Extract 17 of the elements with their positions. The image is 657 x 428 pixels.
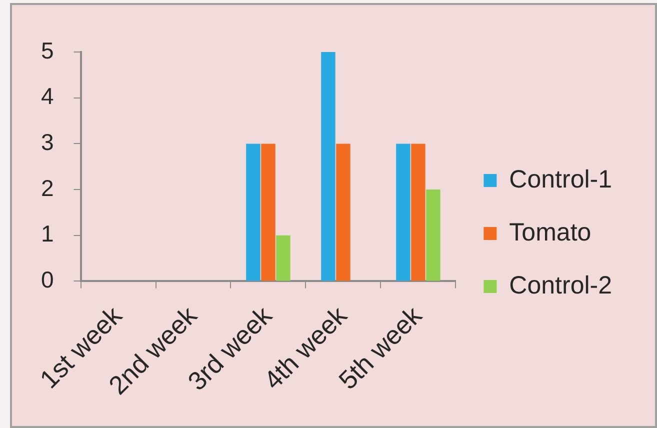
bar xyxy=(321,52,336,281)
bar xyxy=(276,235,290,281)
bar xyxy=(396,144,410,281)
bar xyxy=(426,190,440,281)
legend-label: Control-1 xyxy=(509,165,612,194)
y-tick-label: 2 xyxy=(40,174,54,201)
y-tick-label: 0 xyxy=(40,266,54,293)
bar xyxy=(336,144,350,281)
y-tick-label: 3 xyxy=(40,129,54,156)
y-tick-label: 1 xyxy=(40,220,54,247)
y-tick-label: 4 xyxy=(40,83,54,110)
bar xyxy=(261,144,276,281)
legend-label: Control-2 xyxy=(509,271,612,300)
y-tick-label: 5 xyxy=(40,37,54,64)
bar xyxy=(246,144,260,281)
legend-label: Tomato xyxy=(509,218,592,246)
bar xyxy=(411,144,426,281)
